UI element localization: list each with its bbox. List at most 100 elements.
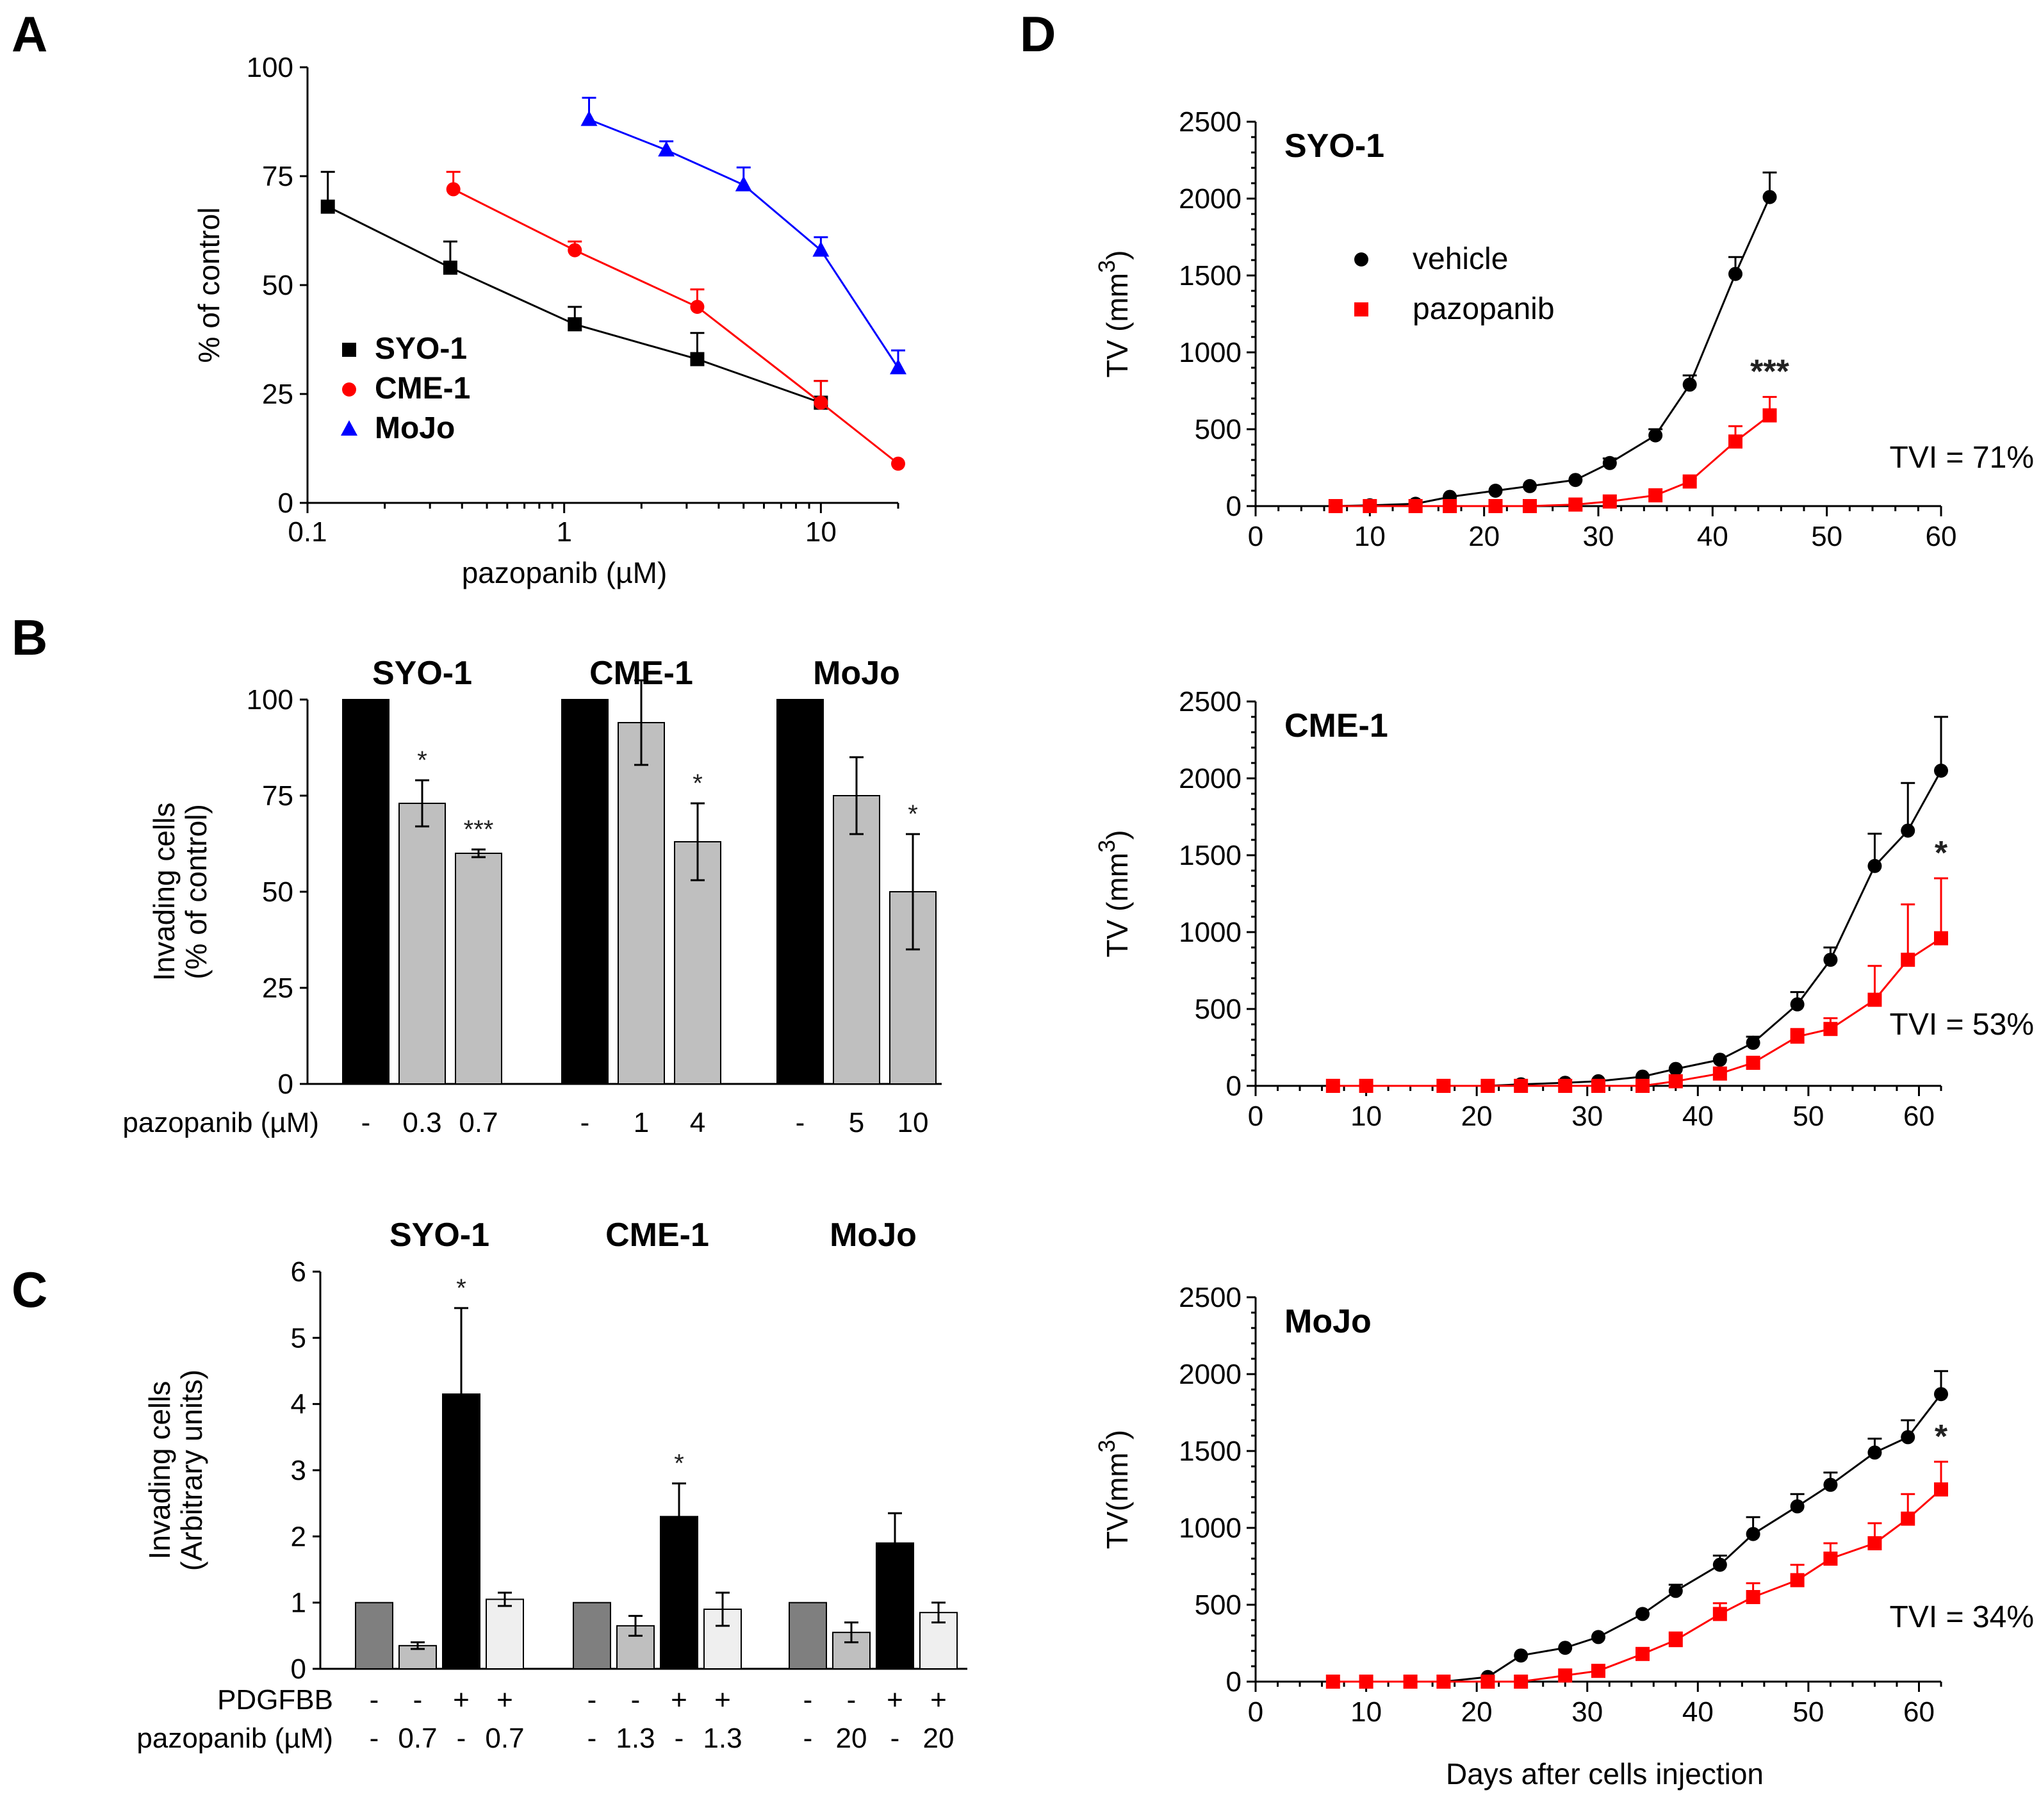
panel-a-data-point-cme-1	[891, 456, 905, 471]
panel-d-mojo-series-line-vehicle	[1332, 1393, 1942, 1683]
panel-d-syo-1-legend-label-vehicle: vehicle	[1413, 242, 1508, 276]
panel-d-cme-1-data-point-pazopanib	[1359, 1079, 1373, 1093]
panel-d-mojo-tumor-volume-chart: 0 500 1000 1500 2000 2500 0 10 20 30 40 50 60 MoJo TV(…	[1094, 1282, 2034, 1791]
panel-d-syo-1-series-line-vehicle	[1335, 196, 1771, 507]
panel-d-mojo-data-point-vehicle	[1591, 1630, 1605, 1644]
panel-a-data-point-mojo	[580, 110, 598, 126]
panel-c-error-bar	[454, 1307, 468, 1480]
panel-b-dose-label: 0.3	[402, 1107, 441, 1138]
panel-b-y-axis-title-line: (% of control)	[179, 804, 213, 980]
panel-d-syo-1-data-point-vehicle	[1728, 266, 1742, 281]
panel-c-pdgfbb-sign: +	[887, 1684, 903, 1716]
panel-b-dose-label: -	[361, 1107, 371, 1138]
panel-d-mojo-x-tick-label: 10	[1350, 1696, 1382, 1728]
panel-d-cme-1-y-axis-title: TV (mm3)	[1094, 830, 1134, 958]
panel-a-x-axis-title: pazopanib (µM)	[462, 556, 668, 589]
panel-d-mojo-y-tick-label: 0	[1226, 1666, 1242, 1698]
panel-d-syo-1-data-point-vehicle	[1568, 473, 1583, 488]
panel-d-cme-1-data-point-vehicle	[1934, 764, 1948, 778]
panel-a-x-tick-label: 0.1	[288, 516, 327, 548]
panel-c-dose-label: 0.7	[398, 1723, 437, 1754]
panel-d-cme-1-y-tick-label: 500	[1195, 994, 1242, 1025]
panel-b-bar	[776, 699, 824, 1085]
panel-d-mojo-data-point-pazopanib	[1403, 1675, 1418, 1689]
panel-d-mojo-y-axis-title-text: TV(mm	[1101, 1452, 1134, 1549]
panel-a-data-point-cme-1	[446, 182, 461, 197]
panel-b-dose-label: 5	[849, 1107, 864, 1138]
panel-c-y-tick-label: 0	[291, 1653, 306, 1685]
panel-d-mojo-data-point-vehicle	[1558, 1641, 1573, 1655]
panel-c-y-axis-title-line: (Arbitrary units)	[175, 1370, 208, 1571]
panel-b-y-tick-label: 0	[278, 1069, 293, 1100]
panel-d-syo-1-legend-label-pazopanib: pazopanib	[1413, 292, 1555, 326]
panel-d-mojo-y-tick-label: 2500	[1179, 1282, 1242, 1313]
panel-c-row-label: PDGFBB	[217, 1684, 333, 1716]
panel-d-syo-1-y-tick-label: 1000	[1179, 337, 1242, 368]
panel-c-group-mojo: MoJo---20+-+20	[789, 1217, 958, 1754]
panel-b-error-bar	[906, 833, 920, 949]
panel-d-mojo-data-point-pazopanib	[1867, 1536, 1882, 1550]
panel-a-data-point-syo-1	[568, 317, 582, 332]
panel-d-cme-1-tvi-annotation: TVI = 53%	[1890, 1008, 2034, 1042]
panel-b-error-bar	[634, 679, 648, 765]
panel-d-cme-1-y-axis-title-text: TV (mm	[1101, 853, 1134, 958]
panel-d-cme-1-series-line-pazopanib	[1332, 937, 1942, 1087]
panel-d-syo-1-data-point-vehicle	[1682, 377, 1697, 392]
panel-d-cme-1-y-tick-label: 1500	[1179, 840, 1242, 871]
panel-c-dose-label: -	[587, 1723, 597, 1754]
panel-d-mojo-x-tick-label: 30	[1571, 1696, 1603, 1728]
panel-a-y-tick-label: 50	[262, 270, 293, 301]
panel-a-x-tick-label: 10	[805, 516, 837, 548]
panel-c-bar	[486, 1598, 524, 1669]
panel-a-data-point-mojo	[812, 241, 830, 257]
panel-d-mojo-y-axis-title-sup: 3	[1094, 1439, 1120, 1452]
panel-a-legend-marker-syo-1	[342, 343, 356, 357]
panel-b-error-bar	[849, 756, 864, 834]
panel-c-error-bar	[628, 1614, 643, 1636]
panel-c-group-syo-1: SYO-1---0.7*+-+0.7	[355, 1217, 525, 1754]
panel-c-row-label: pazopanib (µM)	[136, 1723, 333, 1754]
panel-d-mojo-significance-star: *	[1935, 1418, 1948, 1455]
panel-d-cme-1-y-axis-title-close: )	[1101, 830, 1134, 840]
panel-c-bar	[573, 1602, 611, 1670]
panel-d-cme-1-title: CME-1	[1284, 707, 1388, 744]
panel-d-syo-1-data-point-pazopanib	[1408, 499, 1423, 513]
panel-b-y-tick-label: 75	[262, 780, 293, 812]
panel-d-cme-1-data-point-pazopanib	[1591, 1079, 1605, 1093]
panel-d-mojo-data-point-pazopanib	[1746, 1590, 1760, 1604]
panel-d-mojo-data-point-vehicle	[1746, 1527, 1760, 1541]
panel-letter-c: C	[12, 1261, 47, 1318]
panel-a-y-tick-label: 0	[278, 488, 293, 519]
panel-d-syo-1-data-point-vehicle	[1648, 428, 1663, 443]
panel-c-bar	[876, 1542, 914, 1670]
panel-c-error-bar	[498, 1591, 512, 1606]
panel-c-pdgfbb-sign: +	[671, 1684, 687, 1716]
panel-c-group-cme-1: CME-1---1.3*+-+1.3	[573, 1217, 742, 1754]
panel-d-cme-1-y-tick-label: 2500	[1179, 686, 1242, 717]
panel-d-cme-1-data-point-vehicle	[1901, 823, 1915, 838]
panel-c-pdgfbb-sign: -	[370, 1684, 379, 1716]
panel-b-group-syo-1: SYO-1 - * 0.3 *** 0.7	[342, 655, 502, 1138]
panel-letter-a: A	[12, 6, 47, 62]
panel-d-syo-1-data-point-pazopanib	[1762, 408, 1777, 423]
panel-c-y-tick-label: 3	[291, 1455, 306, 1486]
panel-d-cme-1-x-tick-label: 10	[1350, 1101, 1382, 1132]
panel-d-mojo-y-tick-label: 1500	[1179, 1436, 1242, 1467]
panel-d-mojo-data-point-pazopanib	[1823, 1552, 1838, 1566]
panel-d-mojo-x-tick-label: 0	[1248, 1696, 1263, 1728]
panel-c-bar	[789, 1602, 827, 1670]
panel-c-y-tick-label: 5	[291, 1322, 306, 1354]
panel-d-syo-1-data-point-pazopanib	[1648, 488, 1663, 503]
panel-a-legend-marker-mojo	[341, 420, 357, 436]
panel-d-mojo-data-point-vehicle	[1635, 1607, 1650, 1621]
panel-d-syo-1-data-point-vehicle	[1488, 484, 1503, 498]
panel-d-syo-1-x-tick-label: 40	[1697, 521, 1728, 552]
panel-d-cme-1-data-point-pazopanib	[1901, 953, 1915, 967]
panel-c-significance-star: *	[456, 1274, 466, 1302]
panel-b-bar	[398, 803, 446, 1085]
panel-c-error-bar	[716, 1591, 730, 1626]
panel-c-pdgfbb-sign: +	[496, 1684, 513, 1716]
panel-a-series-line-mojo	[588, 119, 899, 369]
panel-d-syo-1-data-point-vehicle	[1602, 455, 1617, 470]
panel-c-y-axis-title-line: Invading cells	[143, 1381, 176, 1560]
